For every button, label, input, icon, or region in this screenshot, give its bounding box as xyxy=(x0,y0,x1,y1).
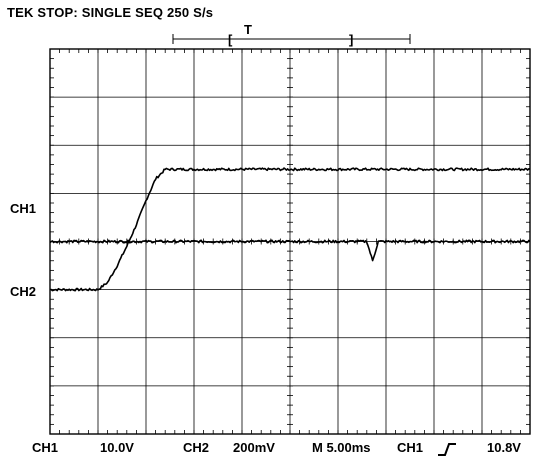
ch2-readout-name: CH2 xyxy=(183,440,210,455)
ch1-volts-per-div: 10.0V xyxy=(100,440,134,455)
trigger-level-readout: 10.8V xyxy=(487,440,521,455)
traces xyxy=(49,167,531,292)
ch2-trace xyxy=(49,239,531,262)
ch2-volts-per-div: 200mV xyxy=(233,440,275,455)
acquisition-status: TEK STOP: SINGLE SEQ 250 S/s xyxy=(7,5,214,20)
ch1-trace xyxy=(49,167,531,292)
ch1-ground-label: CH1 xyxy=(10,201,37,216)
ch1-readout-name: CH1 xyxy=(32,440,59,455)
trigger-window-bar: [] xyxy=(172,32,411,47)
rising-edge-icon xyxy=(438,443,456,456)
trigger-source-readout: CH1 xyxy=(397,440,424,455)
trigger-position-marker: T xyxy=(244,22,252,37)
timebase-readout: M 5.00ms xyxy=(312,440,371,455)
ch2-ground-label: CH2 xyxy=(10,284,37,299)
trigger-bracket-right: ] xyxy=(349,32,353,47)
trigger-bracket-left: [ xyxy=(228,32,233,47)
